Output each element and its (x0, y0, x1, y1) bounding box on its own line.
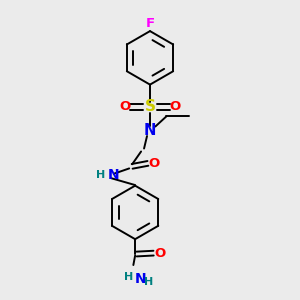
Text: H: H (124, 272, 133, 283)
Text: N: N (144, 123, 156, 138)
Text: H: H (96, 170, 105, 180)
Text: S: S (145, 99, 155, 114)
Text: N: N (135, 272, 147, 286)
Text: O: O (154, 247, 165, 260)
Text: O: O (148, 157, 160, 170)
Text: H: H (144, 277, 153, 287)
Text: O: O (169, 100, 181, 113)
Text: O: O (119, 100, 131, 113)
Text: N: N (108, 168, 119, 182)
Text: F: F (146, 16, 154, 30)
